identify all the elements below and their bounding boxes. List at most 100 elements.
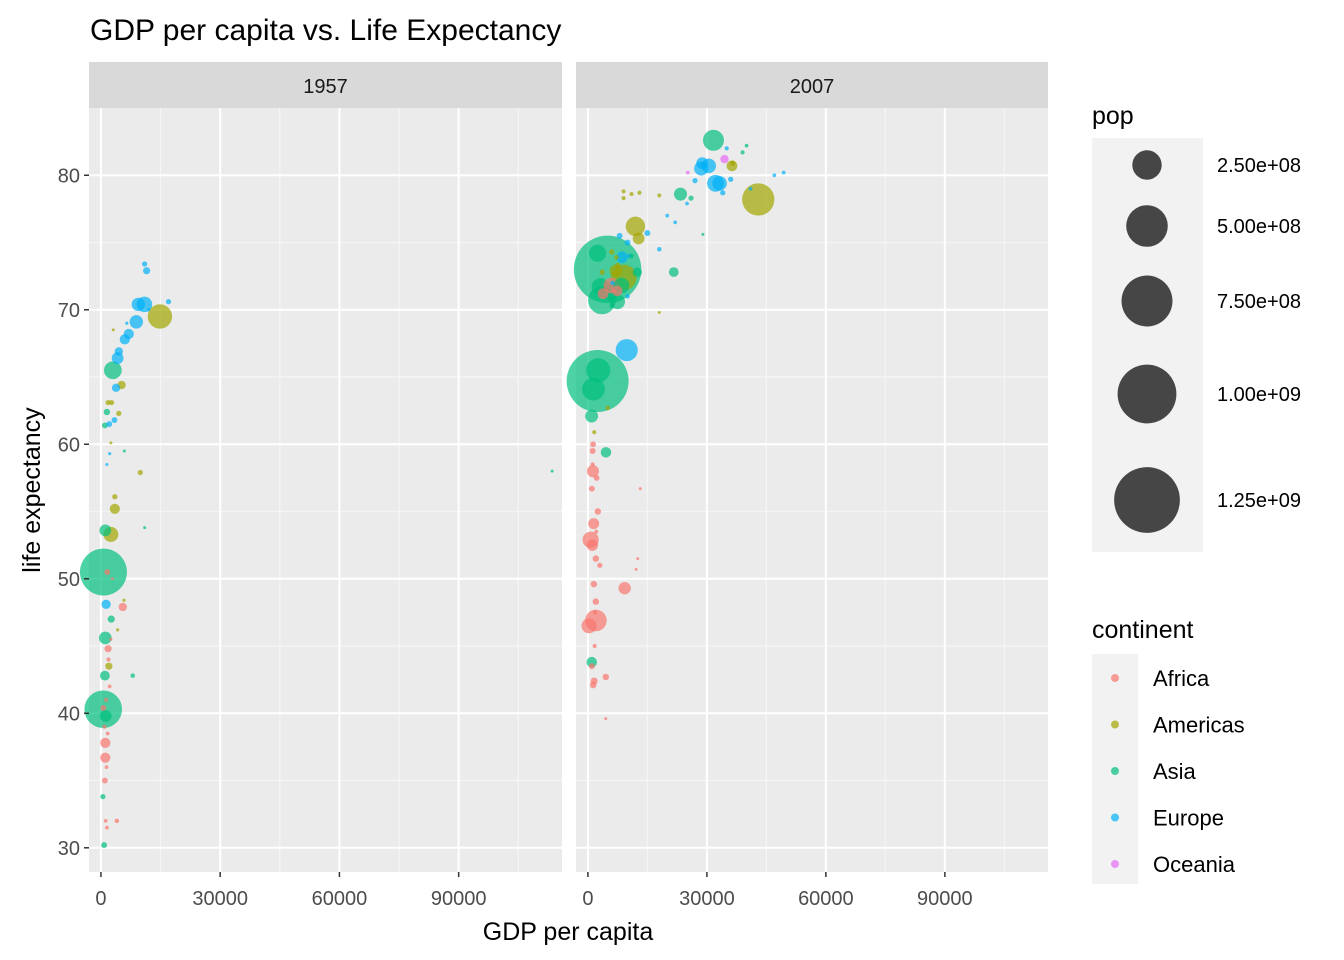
data-point [105, 399, 111, 406]
x-tick-label: 0 [582, 888, 593, 910]
data-point [129, 315, 144, 329]
size-legend: 2.50e+08 5.00e+08 7.50e+08 1.00e+09 1.25e+09 [1114, 150, 1301, 533]
data-point [104, 645, 112, 653]
data-point [712, 176, 727, 191]
data-point [604, 717, 608, 721]
size-legend-key [1132, 150, 1162, 180]
size-legend-key [1114, 467, 1180, 533]
data-point [701, 232, 705, 236]
data-point [114, 347, 123, 356]
data-point [100, 752, 111, 763]
data-point [147, 308, 151, 312]
data-point [592, 555, 600, 562]
x-tick-label: 0 [95, 888, 106, 910]
panel-2007-background [576, 108, 1048, 872]
y-tick-label: 80 [58, 165, 80, 187]
data-point [588, 244, 607, 262]
data-point [106, 657, 111, 662]
size-legend-label: 5.00e+08 [1217, 216, 1301, 238]
data-point [634, 567, 638, 571]
data-point [609, 303, 614, 309]
data-point [614, 255, 619, 260]
data-point [105, 825, 109, 830]
data-point [589, 681, 597, 689]
data-point [588, 485, 595, 492]
data-point [102, 724, 107, 729]
color-legend-key [1111, 720, 1119, 729]
data-point [585, 409, 599, 423]
data-point [143, 267, 151, 275]
color-legend: Africa Americas Asia Europe Oceania [1111, 666, 1245, 877]
data-point [665, 213, 670, 218]
data-point [637, 190, 642, 195]
points-1957 [79, 261, 554, 849]
data-point [114, 818, 120, 824]
facet-label-1957: 1957 [303, 76, 348, 98]
x-tick-label: 90000 [431, 888, 487, 910]
data-point [744, 143, 749, 148]
data-point [688, 195, 694, 201]
data-point [125, 321, 129, 325]
x-tick-label: 30000 [679, 888, 735, 910]
data-point [111, 352, 124, 365]
data-point [638, 487, 642, 491]
data-point [137, 469, 143, 476]
data-point [632, 267, 642, 277]
data-point [615, 262, 621, 269]
color-legend-label: Africa [1153, 666, 1210, 691]
data-point [632, 232, 645, 245]
data-point [105, 731, 110, 736]
data-point [100, 794, 106, 800]
data-point [582, 377, 605, 401]
data-point [592, 598, 600, 605]
y-tick-label: 40 [58, 703, 80, 725]
data-point [740, 150, 745, 155]
data-point [99, 710, 112, 722]
data-point [597, 562, 603, 568]
color-legend-label: Americas [1153, 713, 1245, 738]
data-point [109, 637, 113, 641]
data-point [592, 610, 598, 615]
data-point [588, 663, 595, 670]
data-point [702, 129, 724, 151]
data-point [657, 310, 661, 314]
y-axis: 30 40 50 60 70 80 [58, 165, 89, 860]
data-point [728, 176, 734, 182]
data-point [99, 524, 112, 537]
data-point [112, 494, 118, 500]
data-point [123, 328, 134, 340]
y-tick-label: 50 [58, 569, 80, 591]
data-point [610, 280, 615, 286]
data-point [586, 539, 599, 551]
data-point [600, 447, 612, 458]
data-point [612, 285, 623, 297]
size-legend-label: 2.50e+08 [1217, 155, 1301, 177]
data-point [103, 819, 108, 823]
size-legend-label: 1.25e+09 [1217, 490, 1301, 512]
data-point [109, 441, 113, 445]
data-point [629, 192, 634, 197]
data-point [122, 449, 126, 453]
data-point [103, 408, 111, 416]
data-point [104, 765, 109, 769]
data-point [592, 430, 597, 435]
data-point [131, 297, 145, 312]
size-legend-key [1121, 275, 1173, 327]
data-point [103, 361, 122, 380]
color-legend-key [1111, 813, 1119, 822]
data-point [742, 183, 775, 216]
facet-label-2007: 2007 [790, 76, 835, 98]
data-point [108, 452, 112, 456]
x-axis-label: GDP per capita [483, 918, 654, 946]
data-point [624, 239, 631, 246]
data-point [616, 251, 628, 264]
x-tick-label: 60000 [312, 888, 368, 910]
data-point [111, 417, 118, 423]
size-legend-title: pop [1092, 102, 1134, 130]
y-tick-label: 30 [58, 838, 80, 860]
data-point [105, 662, 113, 670]
y-tick-label: 70 [58, 300, 80, 322]
data-point [105, 462, 109, 466]
data-point [621, 189, 626, 194]
